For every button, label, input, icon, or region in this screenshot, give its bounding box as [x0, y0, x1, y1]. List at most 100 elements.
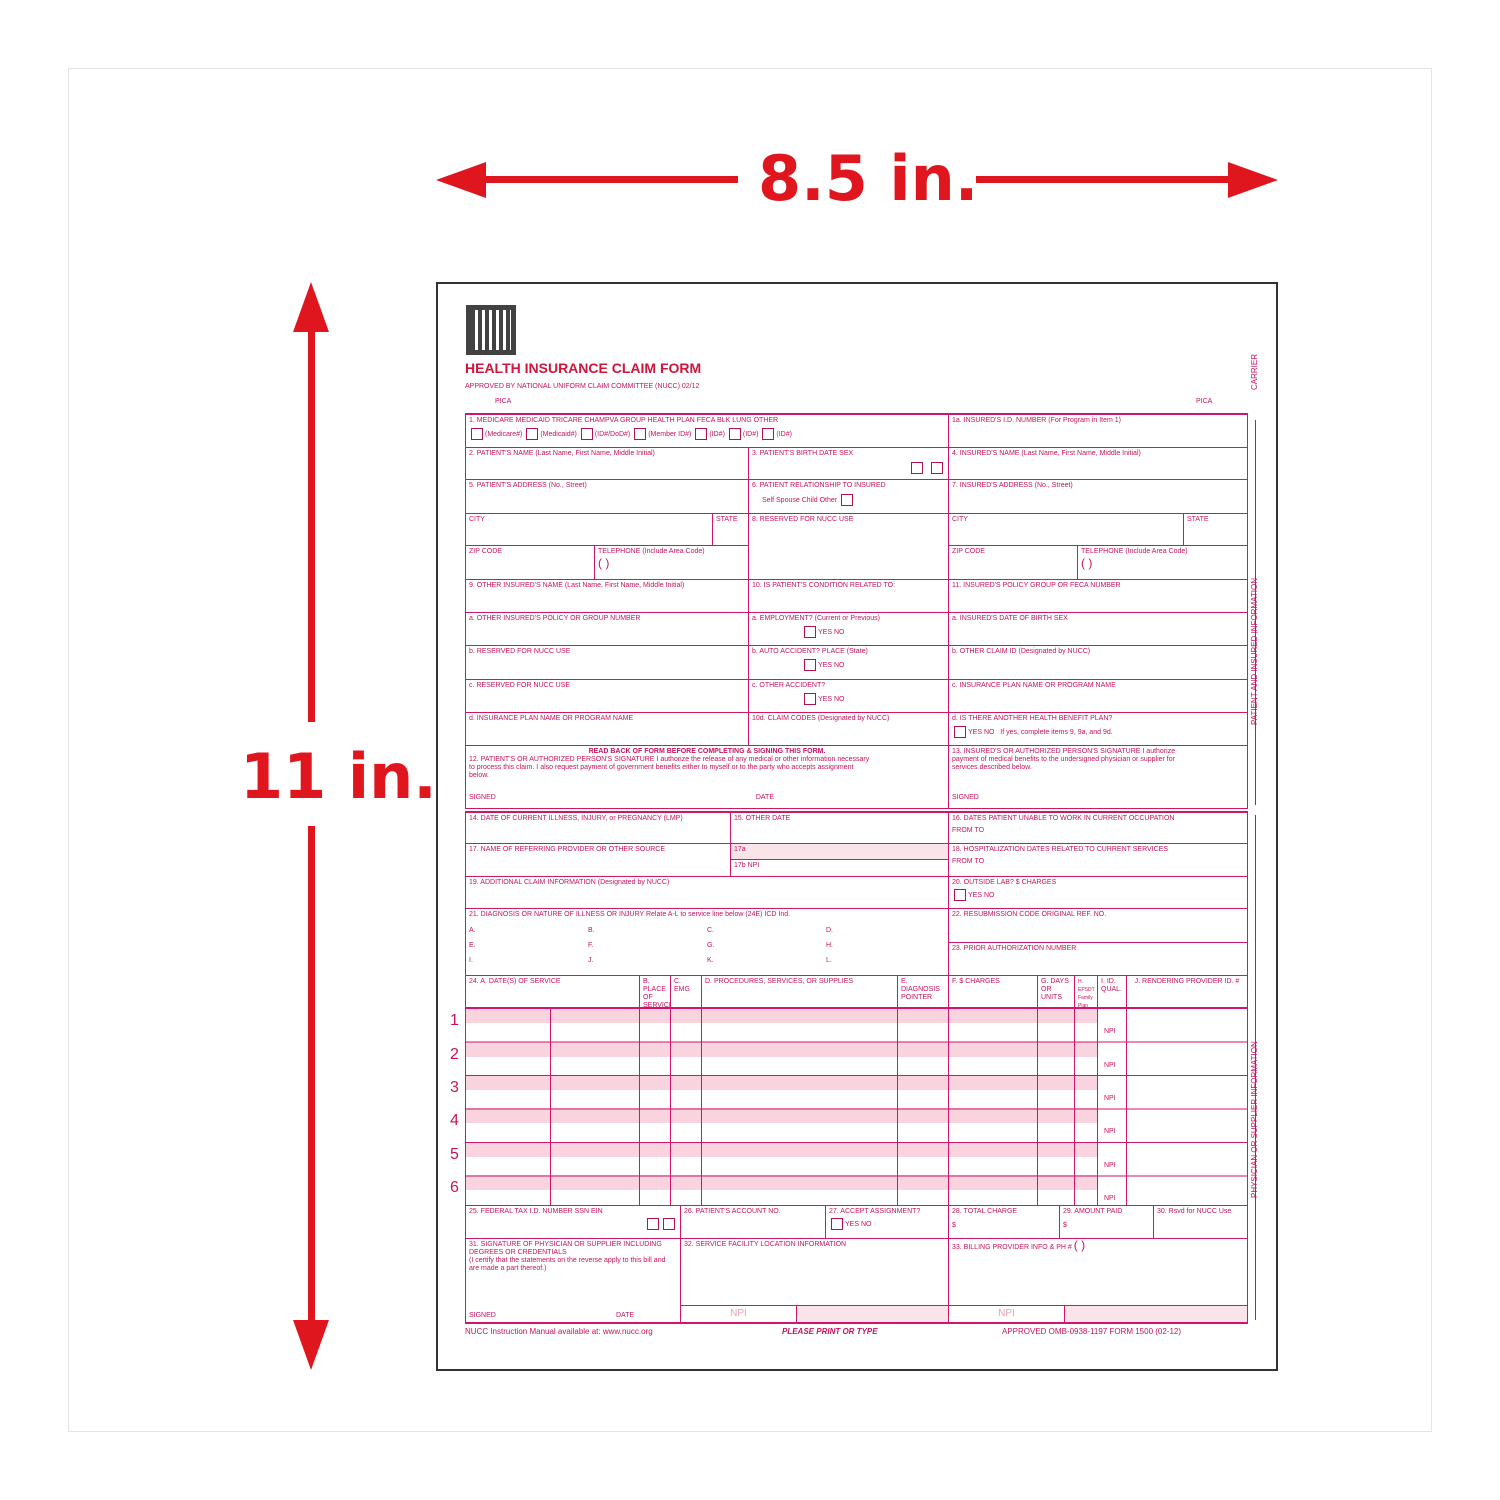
- box-9a[interactable]: a. OTHER INSURED'S POLICY OR GROUP NUMBE…: [465, 612, 749, 646]
- box-17b-npi[interactable]: 17b NPI: [730, 859, 949, 877]
- box-1-insurance-type: 1. MEDICARE MEDICAID TRICARE CHAMPVA GRO…: [465, 413, 949, 448]
- box-20-outside-lab[interactable]: 20. OUTSIDE LAB? $ CHARGES YES NO: [948, 876, 1248, 909]
- patient-phone[interactable]: TELEPHONE (Include Area Code)( ): [594, 545, 749, 580]
- box-9c: c. RESERVED FOR NUCC USE: [465, 679, 749, 713]
- row-number: 3: [450, 1079, 459, 1096]
- box-3-birth-date-sex[interactable]: 3. PATIENT'S BIRTH DATE SEX: [748, 447, 949, 480]
- row-number: 5: [450, 1146, 459, 1163]
- box-24j-rendering: J. RENDERING PROVIDER ID. #: [1126, 975, 1248, 1008]
- box-24e-pointer: E. DIAGNOSIS POINTER: [897, 975, 949, 1008]
- npi-label: NPI: [1104, 1095, 1116, 1102]
- box-32b: [796, 1305, 948, 1322]
- insured-city[interactable]: CITY: [948, 513, 1184, 546]
- patient-zip[interactable]: ZIP CODE: [465, 545, 595, 580]
- box-4-insured-name[interactable]: 4. INSURED'S NAME (Last Name, First Name…: [948, 447, 1248, 480]
- box-31-physician-signature[interactable]: 31. SIGNATURE OF PHYSICIAN OR SUPPLIER I…: [465, 1238, 681, 1323]
- box-9d-plan-name[interactable]: d. INSURANCE PLAN NAME OR PROGRAM NAME: [465, 712, 749, 746]
- box-24i-qual: I. ID. QUAL.: [1097, 975, 1127, 1008]
- box-10b-auto-accident[interactable]: b. AUTO ACCIDENT? PLACE (State) YES NO: [748, 645, 949, 680]
- box-33a-npi: NPI: [949, 1305, 1064, 1322]
- box-24b-place: B. PLACE OF SERVICE: [639, 975, 671, 1008]
- row-number: 1: [450, 1012, 459, 1029]
- npi-label: NPI: [1104, 1195, 1116, 1202]
- npi-label: NPI: [1104, 1162, 1116, 1169]
- box-18-hospitalization[interactable]: 18. HOSPITALIZATION DATES RELATED TO CUR…: [948, 843, 1248, 877]
- box-7-insured-address[interactable]: 7. INSURED'S ADDRESS (No., Street): [948, 479, 1248, 514]
- box-24h-epsdt: H. EPSDT Family Plan: [1074, 975, 1098, 1008]
- row-number: 6: [450, 1179, 459, 1196]
- checkbox-champva[interactable]: [634, 428, 647, 440]
- box-11-policy-group[interactable]: 11. INSURED'S POLICY GROUP OR FECA NUMBE…: [948, 579, 1248, 613]
- box-17a[interactable]: 17a: [730, 843, 949, 860]
- box-5-patient-address[interactable]: 5. PATIENT'S ADDRESS (No., Street): [465, 479, 749, 514]
- pica-right: PICA: [1196, 398, 1213, 405]
- box-2-patient-name[interactable]: 2. PATIENT'S NAME (Last Name, First Name…: [465, 447, 749, 480]
- insured-phone[interactable]: TELEPHONE (Include Area Code)( ): [1077, 545, 1248, 580]
- box-1a-insured-id[interactable]: 1a. INSURED'S I.D. NUMBER (For Program i…: [948, 413, 1248, 448]
- box-32-service-facility[interactable]: 32. SERVICE FACILITY LOCATION INFORMATIO…: [680, 1238, 949, 1323]
- box-10d-claim-codes[interactable]: 10d. CLAIM CODES (Designated by NUCC): [748, 712, 949, 746]
- checkbox-medicare[interactable]: [471, 428, 483, 440]
- footer-nucc: NUCC Instruction Manual available at: ww…: [465, 1327, 653, 1336]
- checkbox-medicaid[interactable]: [526, 428, 539, 440]
- box-12-patient-signature[interactable]: READ BACK OF FORM BEFORE COMPLETING & SI…: [465, 745, 949, 809]
- box-11c-plan-name[interactable]: c. INSURANCE PLAN NAME OR PROGRAM NAME: [948, 679, 1248, 713]
- box-9-other-insured-name[interactable]: 9. OTHER INSURED'S NAME (Last Name, Firs…: [465, 579, 749, 613]
- box-10-condition-related: 10. IS PATIENT'S CONDITION RELATED TO:: [748, 579, 949, 613]
- box-11a-insured-dob[interactable]: a. INSURED'S DATE OF BIRTH SEX: [948, 612, 1248, 646]
- box-33b: [1064, 1305, 1247, 1322]
- form-bottom-rule: [465, 1322, 1248, 1324]
- insured-state[interactable]: STATE: [1183, 513, 1248, 546]
- checkbox-tricare[interactable]: [580, 428, 593, 440]
- box-22-resubmission[interactable]: 22. RESUBMISSION CODE ORIGINAL REF. NO.: [948, 908, 1248, 943]
- npi-label: NPI: [1104, 1062, 1116, 1069]
- carrier-label: CARRIER: [1250, 353, 1259, 390]
- checkbox-other[interactable]: [762, 428, 775, 440]
- checkbox-feca[interactable]: [728, 428, 741, 440]
- box-24g-units: G. DAYS OR UNITS: [1037, 975, 1075, 1008]
- box-29-amount-paid[interactable]: 29. AMOUNT PAID $: [1059, 1205, 1154, 1239]
- npi-label: NPI: [1104, 1028, 1116, 1035]
- box-33-billing-provider[interactable]: 33. BILLING PROVIDER INFO & PH # ( ) NPI: [948, 1238, 1248, 1323]
- box-28-total-charge[interactable]: 28. TOTAL CHARGE $: [948, 1205, 1060, 1239]
- width-label: 8.5 in.: [758, 142, 979, 215]
- box-17-referring-provider[interactable]: 17. NAME OF REFERRING PROVIDER OR OTHER …: [465, 843, 731, 877]
- row-number: 4: [450, 1112, 459, 1129]
- box-11d-other-plan[interactable]: d. IS THERE ANOTHER HEALTH BENEFIT PLAN?…: [948, 712, 1248, 746]
- row-number: 2: [450, 1046, 459, 1063]
- height-label: 11 in.: [240, 740, 437, 813]
- box-26-account-no[interactable]: 26. PATIENT'S ACCOUNT NO.: [680, 1205, 826, 1239]
- box-19-additional-info[interactable]: 19. ADDITIONAL CLAIM INFORMATION (Design…: [465, 876, 949, 909]
- box-21-diagnosis[interactable]: 21. DIAGNOSIS OR NATURE OF ILLNESS OR IN…: [465, 908, 949, 976]
- footer-omb: APPROVED OMB-0938-1197 FORM 1500 (02-12): [1002, 1327, 1182, 1336]
- patient-state[interactable]: STATE: [712, 513, 749, 546]
- box-30-reserved: 30. Rsvd for NUCC Use: [1153, 1205, 1248, 1239]
- side-bracket-line: [1255, 420, 1256, 805]
- box-24a-dates: 24. A. DATE(S) OF SERVICE: [465, 975, 640, 1008]
- box-11b-other-claim-id[interactable]: b. OTHER CLAIM ID (Designated by NUCC): [948, 645, 1248, 680]
- box-23-prior-auth[interactable]: 23. PRIOR AUTHORIZATION NUMBER: [948, 942, 1248, 976]
- patient-city[interactable]: CITY: [465, 513, 713, 546]
- box-10a-employment[interactable]: a. EMPLOYMENT? (Current or Previous) YES …: [748, 612, 949, 646]
- box-16-unable-to-work[interactable]: 16. DATES PATIENT UNABLE TO WORK IN CURR…: [948, 811, 1248, 844]
- box-32a-npi: NPI: [681, 1305, 796, 1322]
- box-13-insured-signature[interactable]: 13. INSURED'S OR AUTHORIZED PERSON'S SIG…: [948, 745, 1248, 809]
- box-9b: b. RESERVED FOR NUCC USE: [465, 645, 749, 680]
- approved-text: APPROVED BY NATIONAL UNIFORM CLAIM COMMI…: [465, 383, 700, 390]
- box-14-current-illness[interactable]: 14. DATE OF CURRENT ILLNESS, INJURY, or …: [465, 811, 731, 844]
- form-title: HEALTH INSURANCE CLAIM FORM: [465, 360, 702, 376]
- footer-print-or-type: PLEASE PRINT OR TYPE: [782, 1327, 878, 1336]
- box-10c-other-accident[interactable]: c. OTHER ACCIDENT? YES NO: [748, 679, 949, 713]
- qr-code: [466, 305, 516, 355]
- insured-zip[interactable]: ZIP CODE: [948, 545, 1078, 580]
- pica-left: PICA: [495, 398, 512, 405]
- box-6-relationship[interactable]: 6. PATIENT RELATIONSHIP TO INSURED Self S…: [748, 479, 949, 514]
- box-27-accept-assignment[interactable]: 27. ACCEPT ASSIGNMENT? YES NO: [825, 1205, 949, 1239]
- checkbox-group[interactable]: [695, 428, 708, 440]
- box-24f-charges: F. $ CHARGES: [948, 975, 1038, 1008]
- side-bracket-line: [1255, 815, 1256, 1320]
- box-15-other-date[interactable]: 15. OTHER DATE: [730, 811, 949, 844]
- npi-label: NPI: [1104, 1128, 1116, 1135]
- box-24c-emg: C. EMG: [670, 975, 702, 1008]
- box-25-tax-id[interactable]: 25. FEDERAL TAX I.D. NUMBER SSN EIN: [465, 1205, 681, 1239]
